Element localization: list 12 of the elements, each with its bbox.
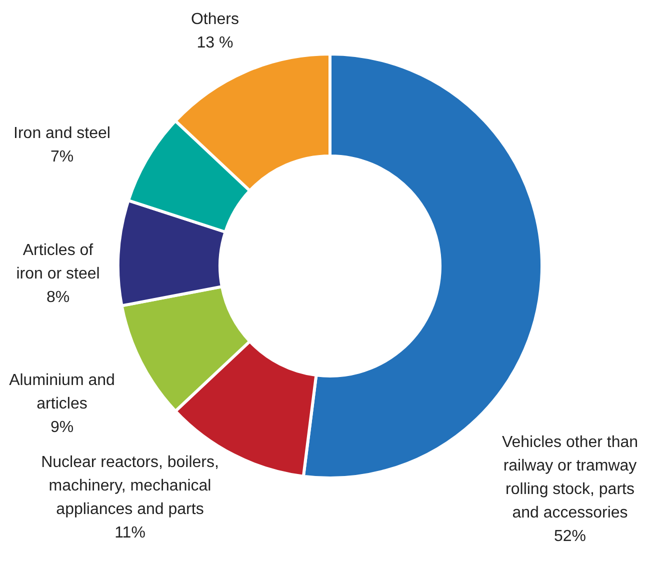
data-label: 8% bbox=[46, 289, 70, 306]
slice-label: Others bbox=[190, 11, 240, 28]
slice-label: Nuclear reactors, boilers, machinery, mechanical appliances and parts bbox=[41, 454, 219, 518]
data-label: 11% bbox=[114, 524, 146, 542]
data-label: 52% bbox=[554, 528, 586, 545]
slice-label: Articles of iron or steel bbox=[16, 242, 100, 282]
slice-label: Iron and steel bbox=[14, 125, 110, 142]
data-label: 7% bbox=[50, 148, 74, 166]
data-label: 9% bbox=[50, 419, 74, 436]
data-label: 13 % bbox=[196, 34, 234, 52]
slice-label: Vehicles other than railway or tramway rolling stock, parts and accessories bbox=[502, 434, 638, 522]
slice-label: Aluminium and articles bbox=[9, 372, 115, 412]
